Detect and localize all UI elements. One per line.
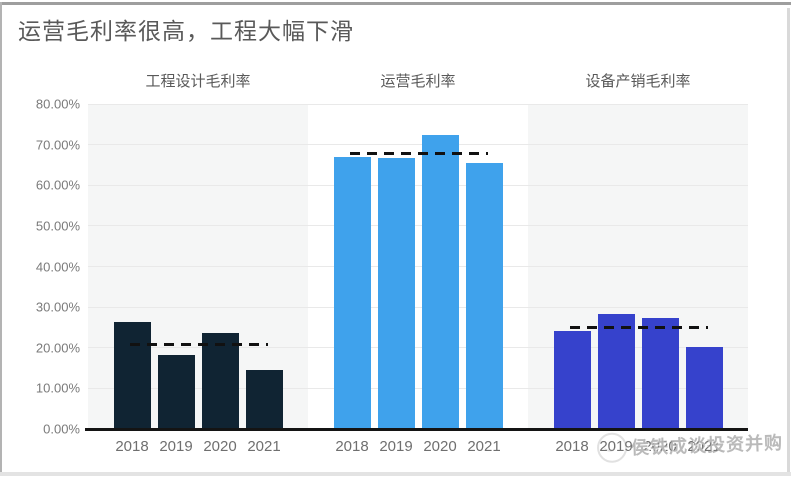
bar-设备产销毛利率-2019 xyxy=(597,314,635,429)
group-title: 工程设计毛利率 xyxy=(145,73,251,90)
y-axis-tick-label: 60.00% xyxy=(35,177,80,193)
frame-top-edge xyxy=(0,2,791,5)
y-axis-tick-label: 10.00% xyxy=(35,380,80,396)
bar-设备产销毛利率-2020 xyxy=(641,318,679,429)
bar-运营毛利率-2019 xyxy=(377,158,415,429)
frame-bottom-edge xyxy=(0,472,791,476)
x-axis-tick-label: 2018 xyxy=(555,438,589,455)
x-axis-tick-label: 2019 xyxy=(599,438,633,455)
x-axis-tick-label: 2019 xyxy=(379,438,413,455)
x-axis-tick-label: 2021 xyxy=(687,438,721,455)
gridline xyxy=(88,103,748,105)
x-axis-line xyxy=(85,428,748,431)
bar-工程设计毛利率-2019 xyxy=(157,355,195,429)
group-title: 运营毛利率 xyxy=(380,73,456,90)
average-dashed-line xyxy=(130,343,268,347)
group-title: 设备产销毛利率 xyxy=(585,73,691,90)
y-axis-tick-label: 70.00% xyxy=(35,137,80,153)
bar-工程设计毛利率-2021 xyxy=(245,370,283,429)
bar-工程设计毛利率-2018 xyxy=(113,322,151,429)
y-axis-tick-label: 50.00% xyxy=(35,218,80,234)
bar-运营毛利率-2021 xyxy=(465,163,503,429)
bar-设备产销毛利率-2018 xyxy=(553,331,591,429)
bar-设备产销毛利率-2021 xyxy=(685,346,723,429)
x-axis-tick-label: 2018 xyxy=(115,438,149,455)
gridline xyxy=(88,225,748,227)
y-axis-tick-label: 30.00% xyxy=(35,299,80,315)
average-dashed-line xyxy=(570,325,708,329)
bar-工程设计毛利率-2020 xyxy=(201,333,239,429)
chart-title: 运营毛利率很高，工程大幅下滑 xyxy=(18,18,354,44)
y-axis-tick-label: 80.00% xyxy=(35,96,80,112)
bar-运营毛利率-2018 xyxy=(333,156,371,429)
y-axis-tick-label: 20.00% xyxy=(35,340,80,356)
x-axis-tick-label: 2020 xyxy=(423,438,457,455)
gridline xyxy=(88,347,748,349)
gridline xyxy=(88,387,748,389)
y-axis-tick-label: 0.00% xyxy=(43,421,80,437)
gridline xyxy=(88,266,748,267)
bar-运营毛利率-2020 xyxy=(421,134,459,429)
x-axis-tick-label: 2021 xyxy=(247,438,281,455)
x-axis-tick-label: 2018 xyxy=(335,438,369,455)
y-axis-tick-label: 40.00% xyxy=(35,259,80,274)
frame-right-edge xyxy=(787,8,790,472)
x-axis-tick-label: 2020 xyxy=(643,438,677,455)
gridline xyxy=(88,306,748,308)
frame-left-edge xyxy=(0,2,2,472)
x-axis-tick-label: 2021 xyxy=(467,438,501,455)
x-axis-tick-label: 2019 xyxy=(159,438,193,455)
gridline xyxy=(88,144,748,146)
gridline xyxy=(88,184,748,186)
average-dashed-line xyxy=(350,151,488,155)
x-axis-tick-label: 2020 xyxy=(203,438,237,455)
